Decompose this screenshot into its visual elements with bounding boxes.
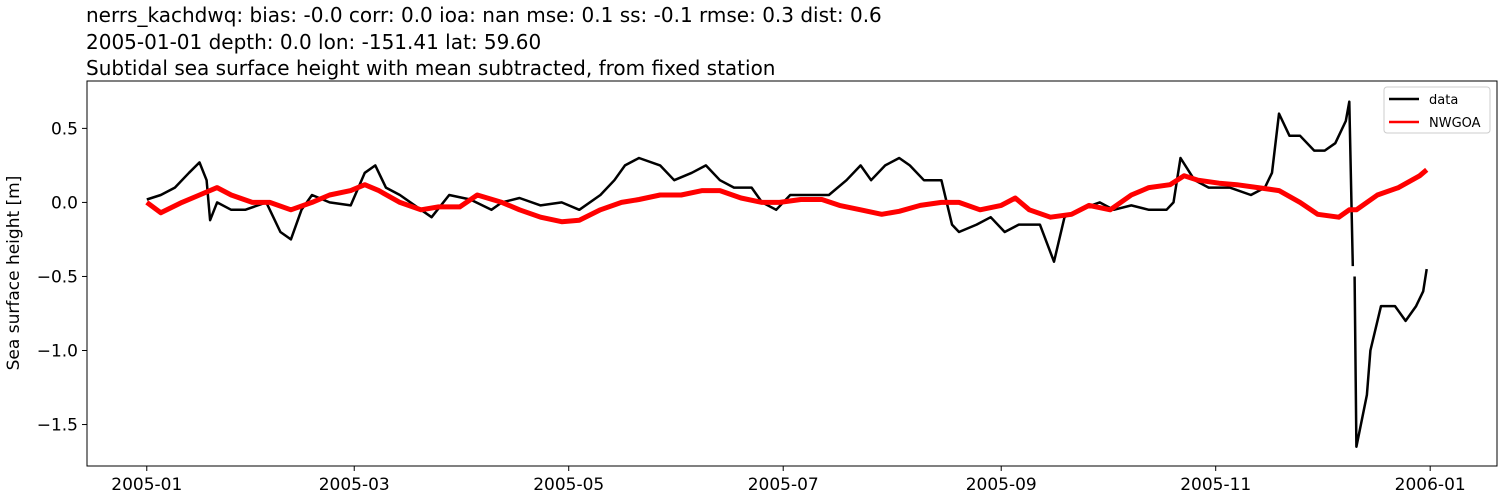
y-tick-label: 0.5 (51, 119, 78, 139)
x-tick-label: 2005-03 (319, 475, 390, 495)
plot-area (147, 102, 1427, 447)
x-tick-label: 2005-09 (966, 475, 1037, 495)
series-line-nwgoa (147, 170, 1427, 222)
y-axis: 0.5 0.0 −0.5 −1.0 −1.5 (37, 119, 87, 435)
x-tick-label: 2005-01 (111, 475, 182, 495)
y-tick-label: −0.5 (37, 267, 78, 287)
series-line-data (147, 102, 1427, 447)
plot-frame (87, 81, 1497, 466)
x-axis: 2005-01 2005-03 2005-05 2005-07 2005-09 2005-… (111, 466, 1465, 495)
chart-title-line-1: nerrs_kachdwq: bias: -0.0 corr: 0.0 ioa:… (86, 3, 882, 27)
x-tick-label: 2005-11 (1180, 475, 1251, 495)
legend-label-nwgoa: NWGOA (1429, 116, 1481, 131)
y-tick-label: −1.5 (37, 416, 78, 436)
legend-label-data: data (1429, 93, 1458, 108)
y-axis-label: Sea surface height [m] (4, 176, 24, 371)
chart-title-line-2: 2005-01-01 depth: 0.0 lon: -151.41 lat: … (86, 30, 541, 54)
x-tick-label: 2005-05 (533, 475, 604, 495)
chart-title-line-3: Subtidal sea surface height with mean su… (86, 56, 775, 80)
y-tick-label: 0.0 (51, 193, 78, 213)
y-tick-label: −1.0 (37, 342, 78, 362)
x-tick-label: 2006-01 (1395, 475, 1466, 495)
x-tick-label: 2005-07 (748, 475, 819, 495)
legend: data NWGOA (1384, 87, 1490, 133)
